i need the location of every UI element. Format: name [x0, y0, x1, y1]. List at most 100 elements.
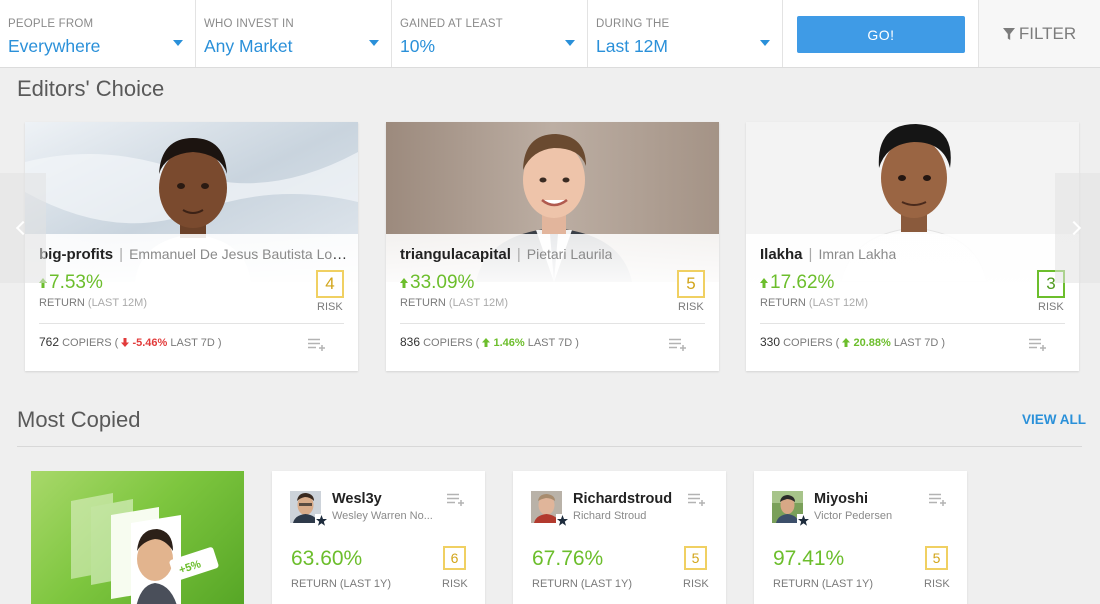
chevron-right-icon: [1066, 220, 1082, 236]
trader-username[interactable]: Ilakha: [760, 246, 803, 263]
copy-people-promo[interactable]: +5%: [31, 471, 244, 604]
gained-at-least-value: 10%: [400, 36, 436, 56]
trader-name: Ilakha | Imran Lakha: [760, 246, 897, 263]
trader-username[interactable]: Wesl3y: [332, 491, 382, 507]
risk-label: RISK: [1038, 301, 1064, 313]
divider: [39, 323, 344, 324]
star-badge-icon: [315, 514, 328, 527]
people-from-dropdown[interactable]: PEOPLE FROM Everywhere: [0, 0, 196, 67]
risk-score: 5: [677, 270, 705, 298]
arrow-up-icon: [760, 277, 768, 288]
view-all-link[interactable]: VIEW ALL: [1022, 412, 1086, 427]
add-to-watchlist-icon[interactable]: [688, 493, 706, 506]
gained-at-least-label: GAINED AT LEAST: [400, 18, 503, 30]
trader-username[interactable]: triangulacapital: [400, 246, 511, 263]
trader-return: 17.62%: [760, 272, 834, 294]
copiers-info: 330 COPIERS ( 20.88% LAST 7D ): [760, 335, 945, 349]
editors-choice-title: Editors' Choice: [17, 76, 165, 101]
editors-choice-card[interactable]: triangulacapital | Pietari Laurila 33.09% …: [386, 122, 719, 371]
trader-return: 33.09%: [400, 272, 474, 294]
go-button[interactable]: GO!: [797, 16, 965, 53]
editors-choice-card[interactable]: Ilakha | Imran Lakha 17.62% RETURN (LAST 1…: [746, 122, 1079, 371]
return-label: RETURN (LAST 12M): [760, 297, 868, 309]
trader-name: triangulacapital | Pietari Laurila: [400, 246, 613, 263]
chevron-down-icon: [173, 40, 183, 46]
return-label: RETURN (LAST 1Y): [291, 578, 392, 590]
people-from-value: Everywhere: [8, 36, 101, 56]
during-the-dropdown[interactable]: DURING THE Last 12M: [588, 0, 783, 67]
trader-return: 67.76%: [532, 547, 604, 570]
invest-in-label: WHO INVEST IN: [204, 18, 294, 30]
chevron-left-icon: [15, 220, 31, 236]
most-copied-card[interactable]: Miyoshi Victor Pedersen 97.41% RETURN (L…: [754, 471, 967, 604]
trader-fullname: Emmanuel De Jesus Bautista Lop...: [129, 246, 349, 262]
return-label: RETURN (LAST 1Y): [532, 578, 633, 590]
arrow-up-icon: [482, 338, 491, 347]
editors-choice-card[interactable]: big-profits | Emmanuel De Jesus Bautista L…: [25, 122, 358, 371]
people-from-label: PEOPLE FROM: [8, 18, 94, 30]
risk-score: 3: [1037, 270, 1065, 298]
chevron-down-icon: [369, 40, 379, 46]
trader-return: 97.41%: [773, 547, 845, 570]
most-copied-title: Most Copied: [17, 407, 141, 432]
risk-label: RISK: [683, 578, 709, 590]
copiers-change: 20.88%: [853, 337, 891, 349]
arrow-up-icon: [400, 277, 408, 288]
risk-score: 5: [925, 546, 948, 570]
avatar: [290, 491, 321, 523]
gained-at-least-dropdown[interactable]: GAINED AT LEAST 10%: [392, 0, 588, 67]
invest-in-dropdown[interactable]: WHO INVEST IN Any Market: [196, 0, 392, 67]
star-badge-icon: [556, 514, 569, 527]
trader-username[interactable]: Richardstroud: [573, 491, 673, 507]
filter-button[interactable]: FILTER: [978, 0, 1100, 67]
risk-label: RISK: [924, 578, 950, 590]
add-to-watchlist-icon[interactable]: [447, 493, 465, 506]
trader-return: 7.53%: [39, 272, 103, 294]
risk-label: RISK: [442, 578, 468, 590]
risk-score: 4: [316, 270, 344, 298]
invest-in-value: Any Market: [204, 36, 293, 56]
carousel-next-button[interactable]: [1055, 173, 1100, 283]
trader-fullname: Victor Pedersen: [814, 510, 893, 522]
arrow-down-icon: [121, 338, 130, 347]
return-label: RETURN (LAST 1Y): [773, 578, 874, 590]
add-to-watchlist-icon[interactable]: [929, 493, 947, 506]
add-to-watchlist-icon[interactable]: [308, 338, 326, 351]
arrow-up-icon: [842, 338, 851, 347]
avatar: [531, 491, 562, 523]
carousel-prev-button[interactable]: [0, 173, 46, 283]
funnel-icon: [1002, 27, 1015, 40]
during-the-label: DURING THE: [596, 18, 670, 30]
divider: [760, 323, 1065, 324]
trader-name: big-profits | Emmanuel De Jesus Bautista L…: [39, 246, 349, 263]
copiers-info: 762 COPIERS ( -5.46% LAST 7D ): [39, 335, 222, 349]
most-copied-card[interactable]: Richardstroud Richard Stroud 67.76% RETU…: [513, 471, 726, 604]
return-label: RETURN (LAST 12M): [400, 297, 508, 309]
divider: [400, 323, 705, 324]
add-to-watchlist-icon[interactable]: [1029, 338, 1047, 351]
trader-fullname: Richard Stroud: [573, 510, 647, 522]
return-label: RETURN (LAST 12M): [39, 297, 147, 309]
trader-username[interactable]: big-profits: [39, 246, 114, 263]
star-badge-icon: [797, 514, 810, 527]
trader-fullname: Imran Lakha: [818, 246, 897, 262]
chevron-down-icon: [565, 40, 575, 46]
during-the-value: Last 12M: [596, 36, 668, 56]
promo-illustration: +5%: [71, 493, 219, 604]
risk-score: 5: [684, 546, 707, 570]
risk-score: 6: [443, 546, 466, 570]
trader-username[interactable]: Miyoshi: [814, 491, 868, 507]
risk-label: RISK: [317, 301, 343, 313]
risk-label: RISK: [678, 301, 704, 313]
section-divider: [17, 446, 1082, 447]
most-copied-card[interactable]: Wesl3y Wesley Warren No... 63.60% RETURN…: [272, 471, 485, 604]
copiers-change: 1.46%: [493, 337, 525, 349]
trader-fullname: Wesley Warren No...: [332, 510, 433, 522]
trader-fullname: Pietari Laurila: [526, 246, 613, 262]
add-to-watchlist-icon[interactable]: [669, 338, 687, 351]
chevron-down-icon: [760, 40, 770, 46]
copiers-change: -5.46%: [132, 337, 168, 349]
filter-label: FILTER: [1018, 23, 1077, 43]
copiers-info: 836 COPIERS ( 1.46% LAST 7D ): [400, 335, 579, 349]
trader-return: 63.60%: [291, 547, 363, 570]
